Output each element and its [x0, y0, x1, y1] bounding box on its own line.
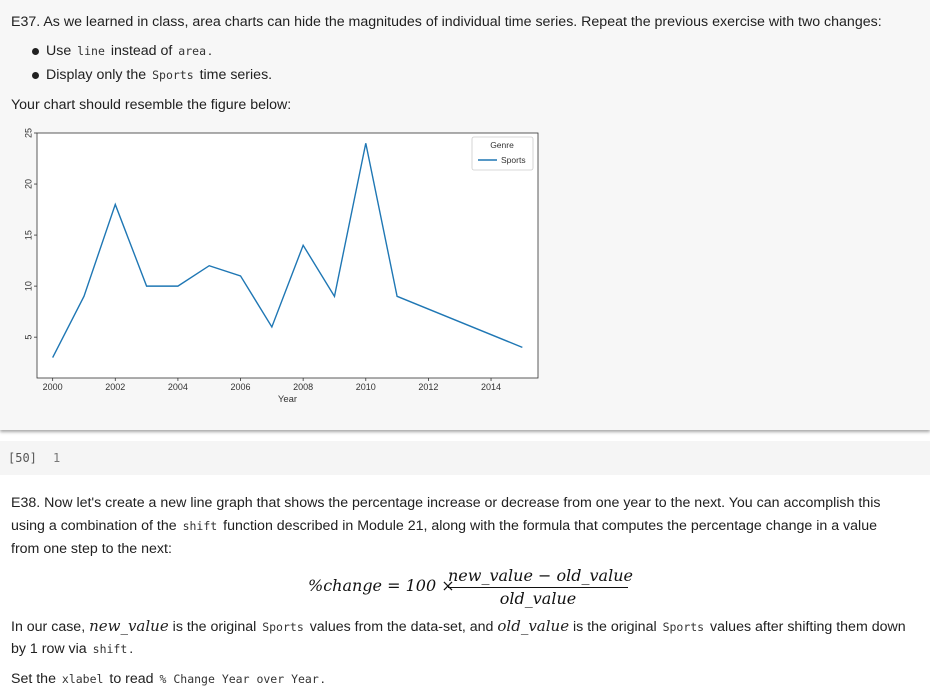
formula-numerator: new_value − old_value: [448, 566, 633, 585]
code-cell[interactable]: [50] 1: [0, 441, 930, 475]
math-var: old_value: [497, 617, 570, 635]
inline-code: Sports: [152, 67, 194, 82]
cell-prompt: [50]: [8, 451, 37, 465]
markdown-cell-e37[interactable]: E37. As we learned in class, area charts…: [0, 0, 930, 430]
x-tick-label: 2002: [105, 382, 125, 392]
fraction-bar: [448, 587, 628, 588]
e38-paragraph3: Set the xlabel to read % Change Year ove…: [11, 671, 325, 687]
x-tick-label: 2000: [43, 382, 63, 392]
plot-area: [36, 132, 539, 379]
bullet-dot-icon: [32, 71, 39, 79]
formula-fraction: new_value − old_value old_value: [448, 565, 633, 610]
e38-line1: E38. Now let's create a new line graph t…: [11, 495, 881, 511]
sports-line-chart: 2000 2002 2004 2006 2008 2010 2012 2014 5 10 15 20 2…: [0, 123, 560, 413]
x-tick-label: 2008: [293, 382, 313, 392]
chart-svg: 2000 2002 2004 2006 2008 2010 2012 2014 5 10 15 20 2…: [23, 128, 539, 405]
x-tick-label: 2012: [418, 382, 438, 392]
inline-code: Sports: [262, 620, 304, 634]
legend-title: Genre: [490, 140, 514, 150]
y-tick-label: 25: [23, 128, 33, 138]
x-tick-label: 2006: [231, 382, 251, 392]
formula-denominator: old_value: [499, 589, 577, 608]
y-tick-label: 15: [23, 230, 33, 240]
inline-code: shift: [92, 642, 128, 656]
math-var: new_value: [89, 617, 169, 635]
e38-paragraph2-line1: In our case, new_value is the original S…: [11, 617, 906, 635]
y-tick-label: 20: [23, 179, 33, 189]
bullet-item: Display only the Sports time series.: [30, 64, 272, 88]
e38-line3: from one step to the next:: [11, 541, 172, 557]
legend-label: Sports: [501, 155, 526, 165]
x-tick-label: 2014: [481, 382, 501, 392]
e37-resemble-text: Your chart should resemble the figure be…: [11, 97, 292, 113]
y-tick-label: 10: [23, 281, 33, 291]
formula-lhs: %change = 100 ×: [308, 576, 455, 595]
e38-line2: using a combination of the shift functio…: [11, 518, 877, 534]
bullet-dot-icon: [32, 48, 39, 55]
e37-intro-text: E37. As we learned in class, area charts…: [11, 14, 882, 30]
x-tick-label: 2010: [356, 382, 376, 392]
e38-paragraph2-line2: by 1 row via shift.: [11, 641, 134, 657]
bullet-item: Use line instead of area.: [30, 40, 272, 64]
inline-code: area: [178, 44, 206, 58]
x-axis-label: Year: [278, 394, 297, 405]
legend-box: [471, 136, 534, 171]
y-tick-label: 5: [23, 335, 33, 340]
e37-bullet-list: Use line instead of area. Display only t…: [30, 40, 272, 87]
line-number: 1: [53, 451, 61, 465]
inline-code: line: [77, 44, 105, 58]
x-tick-label: 2004: [168, 382, 188, 392]
inline-code: Sports: [662, 620, 705, 634]
inline-code: xlabel: [61, 672, 104, 686]
inline-code: shift: [182, 519, 218, 533]
inline-code: % Change Year over Year: [159, 672, 319, 686]
